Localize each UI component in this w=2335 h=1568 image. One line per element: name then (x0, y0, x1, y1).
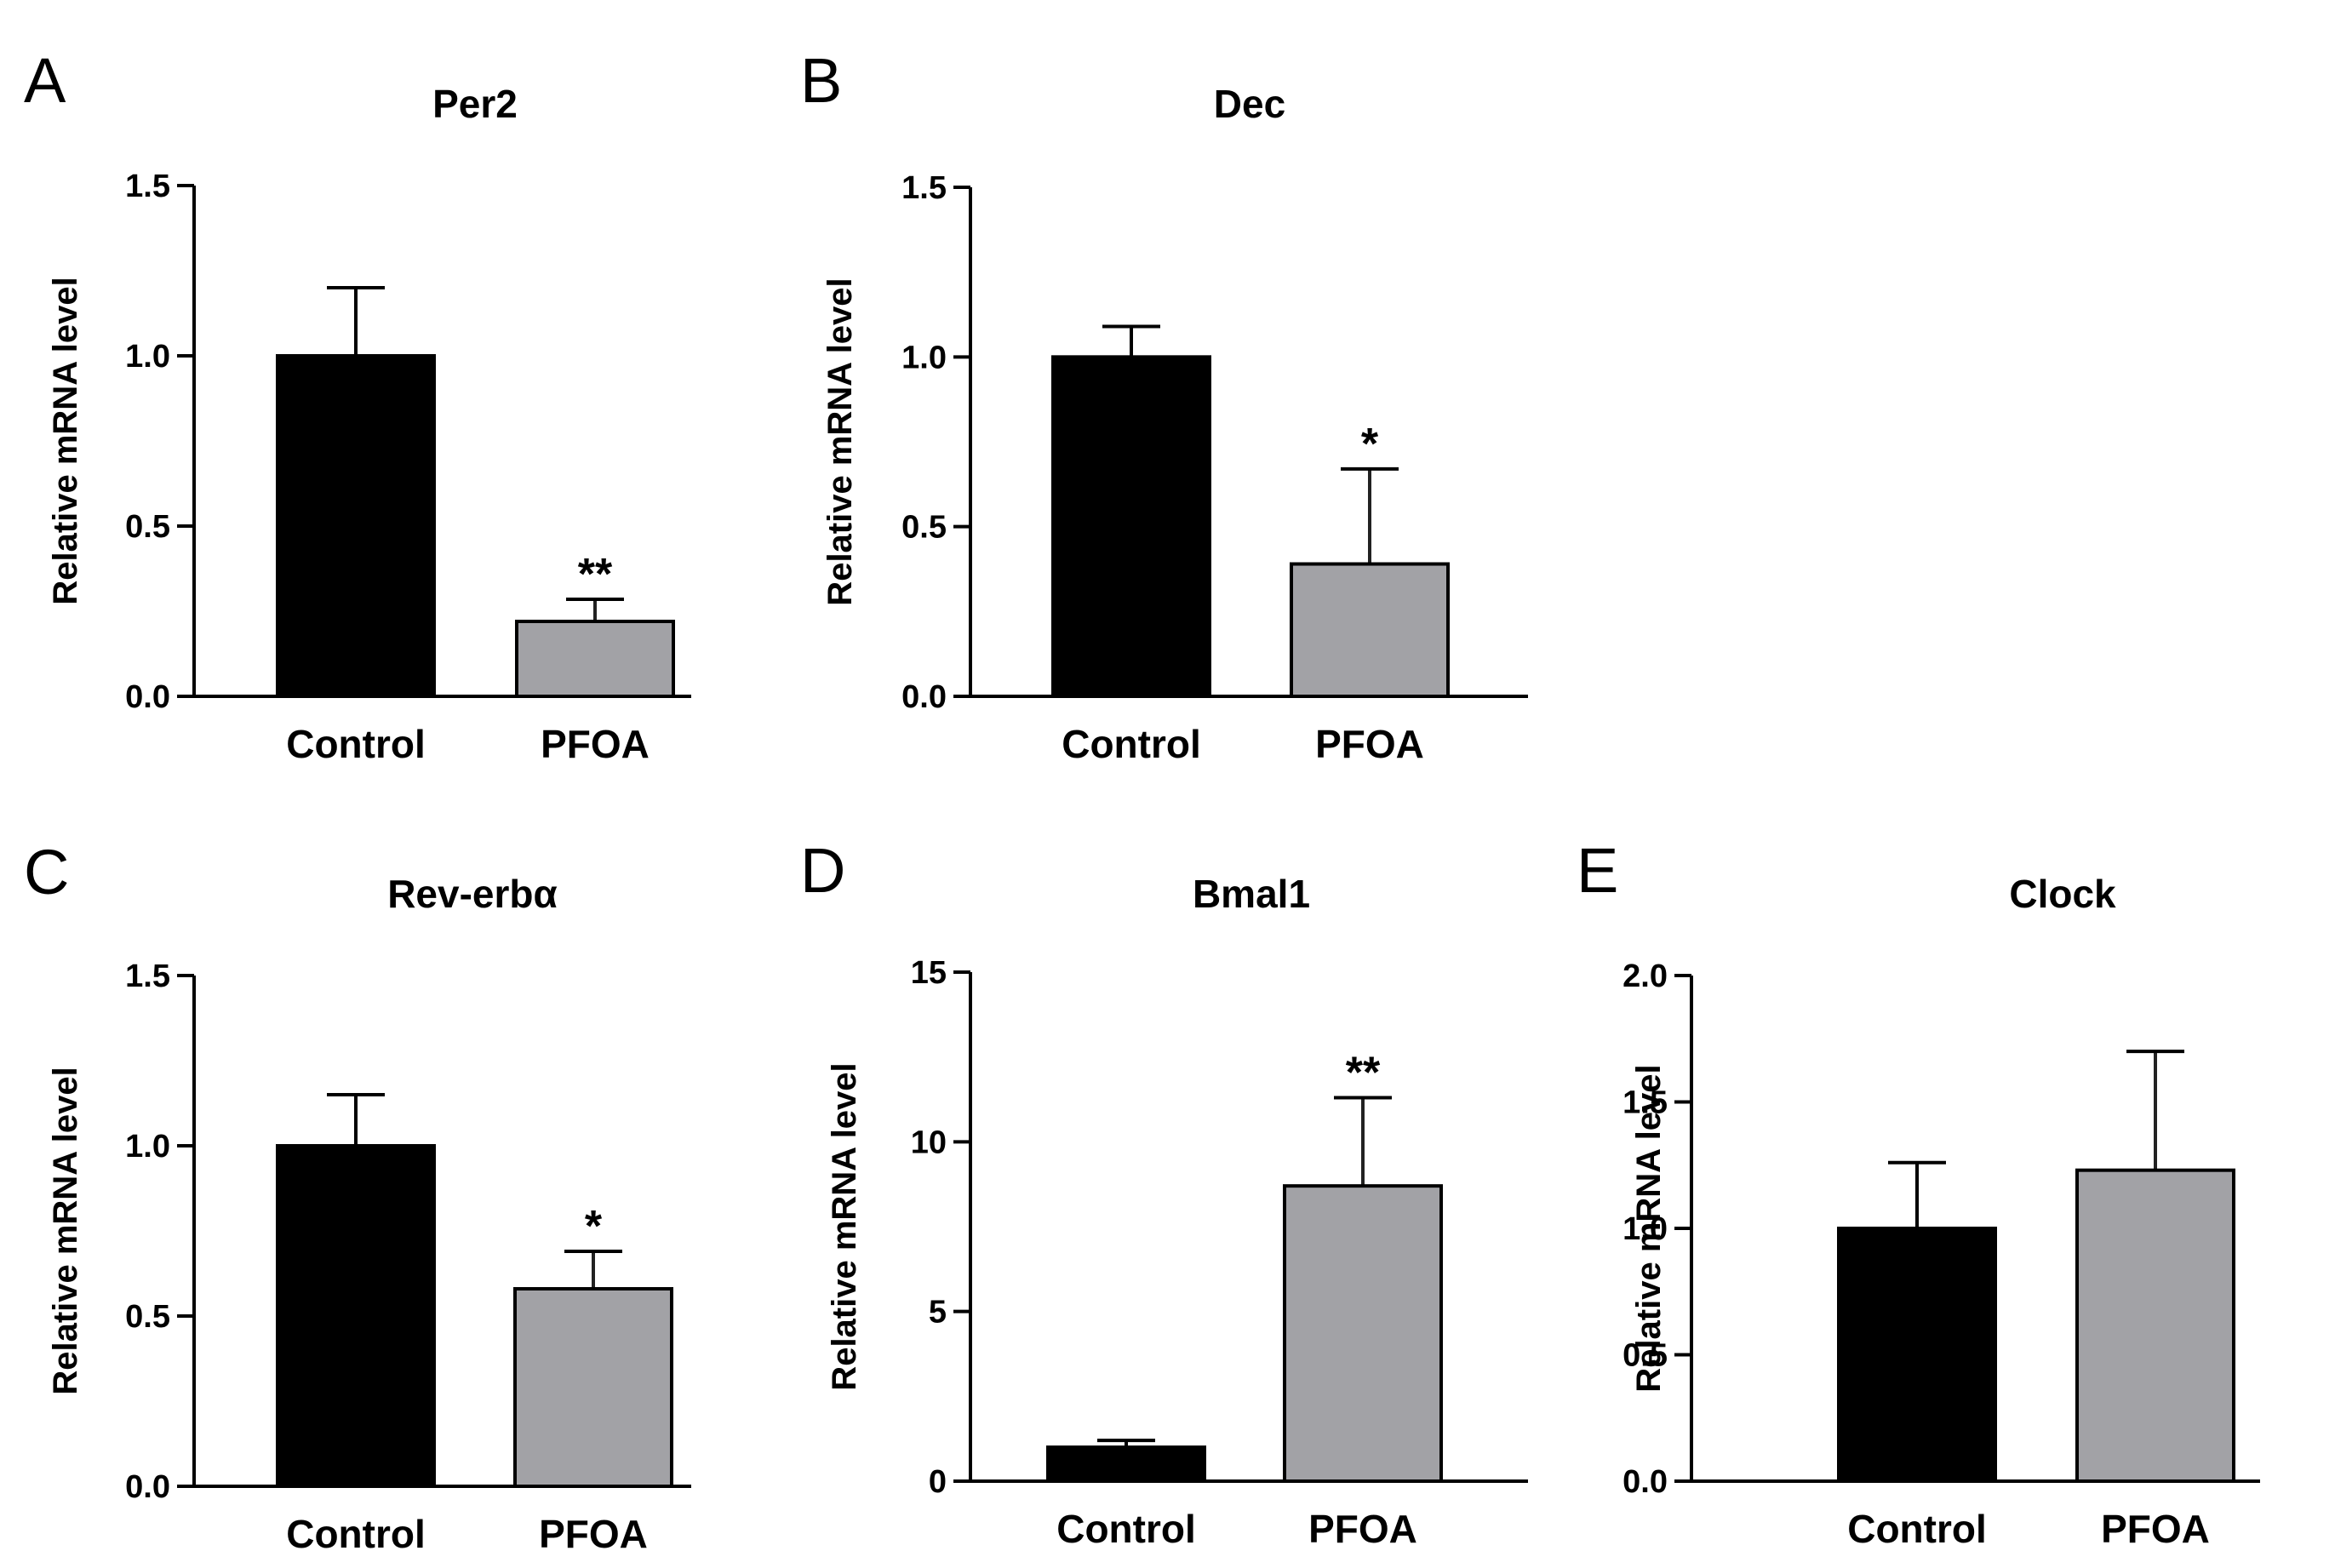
y-tick-label: 0.0 (1622, 1464, 1668, 1500)
y-tick-label: 1.0 (125, 1129, 170, 1165)
y-tick-label: 0 (929, 1464, 947, 1500)
y-tick-label: 0.0 (125, 1469, 170, 1505)
chart-title: Rev-erbα (387, 872, 558, 916)
chart-rev-erba: C Rev-erbα Relative mRNA level Control PFOA *… (24, 837, 691, 1556)
bar (1290, 562, 1450, 699)
x-tick-label: PFOA (1308, 1507, 1417, 1551)
bar (1051, 355, 1211, 698)
y-axis-title: Relative mRNA level (47, 1067, 84, 1394)
y-tick-label: 1.0 (901, 340, 947, 375)
significance-label: ** (578, 550, 613, 599)
chart-title: Bmal1 (1193, 872, 1310, 916)
y-tick-label: 1.0 (1622, 1211, 1668, 1247)
y-axis-title: Relative mRNA level (47, 277, 84, 604)
bar (1283, 1184, 1443, 1484)
y-tick-label: 1.5 (1622, 1085, 1668, 1121)
x-tick-label: Control (286, 722, 426, 766)
y-tick-label: 15 (911, 955, 947, 991)
chart-title: Per2 (432, 82, 518, 126)
panel-letter: C (24, 837, 69, 907)
y-tick-label: 1.5 (125, 169, 170, 204)
x-tick-label: PFOA (539, 1512, 648, 1556)
chart-bmal1: D Bmal1 Relative mRNA level Control PFOA ** 0 5… (800, 835, 1528, 1551)
x-tick-label: PFOA (541, 722, 650, 766)
y-axis-title: Relative mRNA level (1630, 1064, 1668, 1392)
chart-title: Dec (1214, 82, 1285, 126)
panel-letter: E (1577, 835, 1618, 906)
y-tick-label: 0.0 (901, 679, 947, 715)
y-axis-title: Relative mRNA level (821, 278, 859, 605)
bar (513, 1287, 673, 1488)
bar (276, 354, 436, 698)
y-tick-label: 2.0 (1622, 959, 1668, 994)
x-tick-label: PFOA (1315, 722, 1424, 766)
bar (1046, 1445, 1206, 1483)
bar (276, 1144, 436, 1488)
bar (2075, 1168, 2235, 1483)
y-tick-label: 10 (911, 1124, 947, 1160)
significance-label: * (1361, 420, 1379, 469)
y-tick-label: 0.5 (125, 1299, 170, 1335)
x-tick-label: Control (1062, 722, 1201, 766)
y-tick-label: 0.0 (125, 679, 170, 715)
y-tick-label: 0.5 (901, 510, 947, 546)
y-tick-label: 5 (929, 1295, 947, 1331)
chart-per2: A Per2 Relative mRNA level Control PFOA ** 0.0… (24, 45, 691, 766)
y-tick-label: 1.5 (125, 959, 170, 994)
y-axis-title: Relative mRNA level (826, 1062, 863, 1390)
panel-letter: A (24, 45, 66, 116)
chart-dec: B Dec Relative mRNA level Control PFOA * 0.0 0.… (800, 45, 1528, 766)
y-tick-label: 0.5 (1622, 1338, 1668, 1374)
x-tick-label: Control (1056, 1507, 1196, 1551)
y-tick-label: 1.5 (901, 170, 947, 206)
y-tick-label: 1.0 (125, 339, 170, 375)
x-tick-label: PFOA (2101, 1507, 2210, 1551)
x-tick-label: Control (286, 1512, 426, 1556)
panel-letter: D (800, 835, 845, 906)
chart-title: Clock (2009, 872, 2116, 916)
y-tick-label: 0.5 (125, 509, 170, 545)
significance-label: ** (1346, 1049, 1381, 1098)
bar (515, 620, 675, 698)
panel-letter: B (800, 45, 842, 116)
significance-label: * (585, 1202, 603, 1251)
x-tick-label: Control (1847, 1507, 1987, 1551)
bar (1837, 1227, 1997, 1483)
chart-clock: E Clock Relative mRNA level Control PFOA 0.0 0… (1577, 835, 2260, 1551)
